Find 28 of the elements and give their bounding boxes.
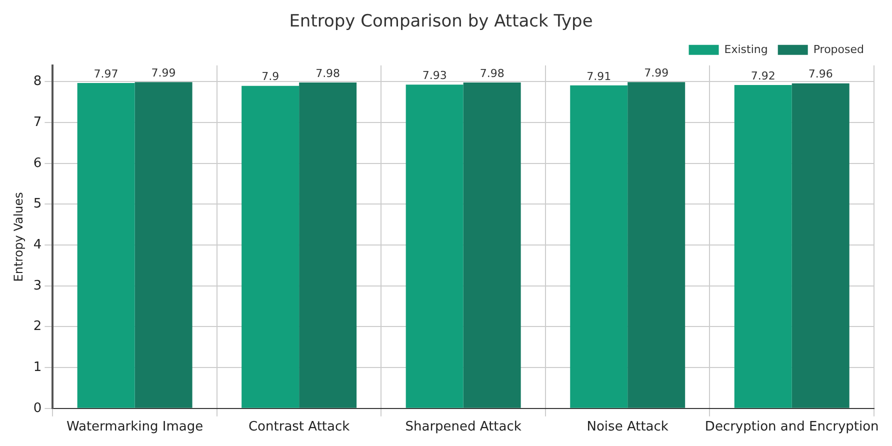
legend-label: Proposed — [813, 42, 864, 56]
x-tick-label: Watermarking Image — [66, 420, 204, 435]
chart-title: Entropy Comparison by Attack Type — [289, 12, 593, 32]
data-label: 7.99 — [644, 66, 669, 80]
x-tick-label: Noise Attack — [586, 420, 669, 435]
y-tick-label: 4 — [33, 237, 42, 252]
x-tick-label: Decryption and Encryption — [704, 420, 879, 435]
data-label: 7.99 — [151, 66, 176, 80]
x-tick-label: Sharpened Attack — [405, 420, 522, 435]
data-label: 7.98 — [316, 66, 340, 80]
data-label: 7.9 — [262, 70, 280, 84]
y-tick-label: 6 — [33, 156, 42, 171]
data-label: 7.92 — [750, 69, 776, 82]
y-tick-label: 0 — [33, 400, 42, 416]
x-tick-label: Contrast Attack — [248, 420, 350, 435]
data-label: 7.96 — [808, 68, 833, 81]
data-label: 7.91 — [586, 70, 612, 83]
y-tick-label: 3 — [33, 278, 42, 294]
y-axis-title: Entropy Values — [11, 192, 26, 282]
data-label: 7.93 — [422, 68, 447, 82]
y-tick-label: 7 — [33, 114, 42, 130]
y-tick-label: 1 — [33, 360, 42, 375]
y-tick-label: 5 — [33, 196, 42, 212]
data-label: 7.98 — [480, 66, 504, 80]
y-tick-label: 2 — [33, 319, 42, 334]
legend-label: Existing — [724, 42, 768, 56]
data-label: 7.97 — [94, 67, 118, 80]
y-tick-label: 8 — [33, 74, 42, 90]
